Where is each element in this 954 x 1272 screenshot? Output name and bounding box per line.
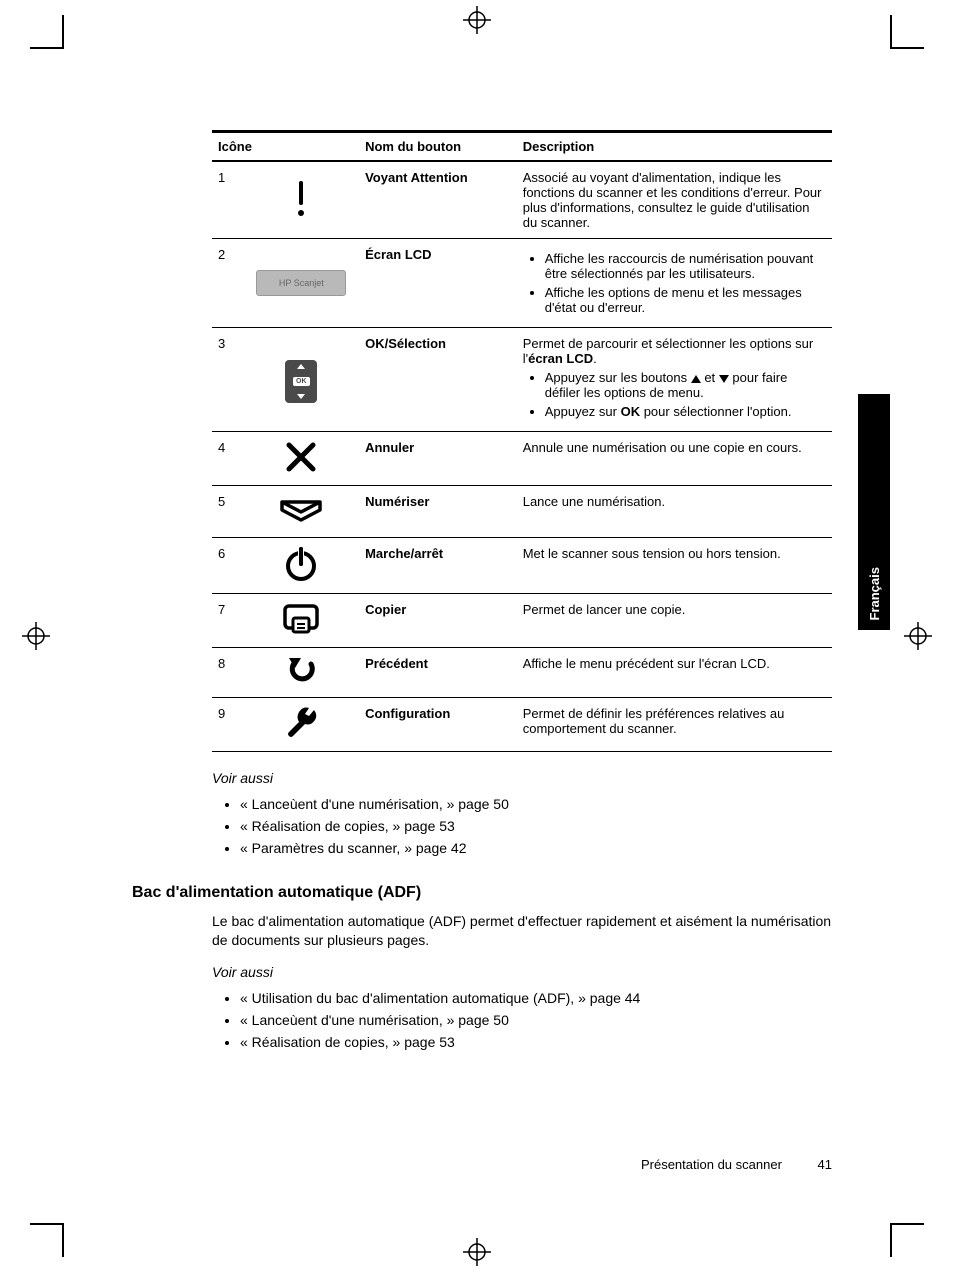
page-footer: Présentation du scanner 41 (132, 1157, 832, 1172)
table-row: 6 Marche/arrêt Met le scanner sous tensi… (212, 538, 832, 594)
crop-mark (62, 1223, 64, 1257)
button-desc: Lance une numérisation. (517, 486, 832, 538)
language-label: Français (867, 567, 882, 620)
see-also-item: « Lanceùent d'une numérisation, » page 5… (240, 1012, 832, 1028)
desc-bold: écran LCD (528, 351, 593, 366)
crop-mark (890, 1223, 924, 1225)
see-also-item: « Paramètres du scanner, » page 42 (240, 840, 832, 856)
see-also-heading: Voir aussi (212, 964, 832, 980)
row-number: 3 (212, 328, 244, 432)
registration-mark-icon (463, 6, 491, 34)
arrow-down-icon (297, 394, 305, 399)
button-name: Numériser (359, 486, 517, 538)
crop-mark (62, 15, 64, 49)
arrow-up-icon (297, 364, 305, 369)
button-name: Marche/arrêt (359, 538, 517, 594)
button-name: Précédent (359, 648, 517, 698)
page-content: Icône Nom du bouton Description 1 Voyant… (132, 130, 832, 1056)
see-also-item: « Réalisation de copies, » page 53 (240, 818, 832, 834)
scan-icon (244, 486, 360, 538)
row-number: 6 (212, 538, 244, 594)
crop-mark (890, 47, 924, 49)
desc-bullet: Appuyez sur les boutons et pour faire dé… (545, 370, 826, 400)
table-row: 7 Copier Permet de lancer une copie. (212, 594, 832, 648)
crop-mark (30, 47, 64, 49)
registration-mark-icon (463, 1238, 491, 1266)
bullet-bold: OK (621, 404, 641, 419)
button-name: Copier (359, 594, 517, 648)
table-row: 9 Configuration Permet de définir les pr… (212, 698, 832, 752)
buttons-table: Icône Nom du bouton Description 1 Voyant… (212, 130, 832, 752)
language-tab: Français (858, 394, 890, 630)
table-row: 4 Annuler Annule une numérisation ou une… (212, 432, 832, 486)
ok-button-icon: OK (244, 328, 360, 432)
row-number: 1 (212, 161, 244, 239)
registration-mark-icon (22, 622, 50, 650)
section-heading: Bac d'alimentation automatique (ADF) (132, 884, 832, 902)
desc-bullet: Appuyez sur OK pour sélectionner l'optio… (545, 404, 826, 419)
bullet-text: et (701, 370, 719, 385)
bullet-text: Appuyez sur les boutons (545, 370, 691, 385)
copy-icon (244, 594, 360, 648)
lcd-icon: HP Scanjet (244, 239, 360, 328)
arrow-up-icon (691, 375, 701, 383)
crop-mark (890, 1223, 892, 1257)
desc-bullet: Affiche les options de menu et les messa… (545, 285, 826, 315)
button-desc: Permet de parcourir et sélectionner les … (517, 328, 832, 432)
row-number: 7 (212, 594, 244, 648)
button-desc: Permet de lancer une copie. (517, 594, 832, 648)
back-icon (244, 648, 360, 698)
button-desc: Affiche le menu précédent sur l'écran LC… (517, 648, 832, 698)
header-name: Nom du bouton (359, 132, 517, 162)
ok-label: OK (293, 377, 310, 386)
button-name: Configuration (359, 698, 517, 752)
button-desc: Associé au voyant d'alimentation, indiqu… (517, 161, 832, 239)
header-desc: Description (517, 132, 832, 162)
section-body: Le bac d'alimentation automatique (ADF) … (212, 912, 832, 950)
desc-bullet: Affiche les raccourcis de numérisation p… (545, 251, 826, 281)
table-row: 5 Numériser Lance une numérisation. (212, 486, 832, 538)
crop-mark (890, 15, 892, 49)
footer-page-number: 41 (818, 1157, 832, 1172)
desc-text: . (593, 351, 597, 366)
power-icon (244, 538, 360, 594)
row-number: 5 (212, 486, 244, 538)
crop-mark (30, 1223, 64, 1225)
button-desc: Met le scanner sous tension ou hors tens… (517, 538, 832, 594)
button-desc: Annule une numérisation ou une copie en … (517, 432, 832, 486)
see-also-item: « Réalisation de copies, » page 53 (240, 1034, 832, 1050)
see-also-item: « Lanceùent d'une numérisation, » page 5… (240, 796, 832, 812)
see-also-block: Voir aussi « Utilisation du bac d'alimen… (212, 964, 832, 1050)
button-name: Voyant Attention (359, 161, 517, 239)
row-number: 2 (212, 239, 244, 328)
bullet-text: pour sélectionner l'option. (640, 404, 791, 419)
settings-icon (244, 698, 360, 752)
see-also-heading: Voir aussi (212, 770, 832, 786)
cancel-icon (244, 432, 360, 486)
row-number: 9 (212, 698, 244, 752)
row-number: 8 (212, 648, 244, 698)
arrow-down-icon (719, 375, 729, 383)
table-row: 8 Précédent Affiche le menu précédent su… (212, 648, 832, 698)
table-row: 1 Voyant Attention Associé au voyant d'a… (212, 161, 832, 239)
bullet-text: Appuyez sur (545, 404, 621, 419)
button-name: Annuler (359, 432, 517, 486)
attention-icon (244, 161, 360, 239)
table-row: 2 HP Scanjet Écran LCD Affiche les racco… (212, 239, 832, 328)
button-desc: Affiche les raccourcis de numérisation p… (517, 239, 832, 328)
see-also-block: Voir aussi « Lanceùent d'une numérisatio… (212, 770, 832, 856)
lcd-text: HP Scanjet (279, 278, 324, 288)
table-row: 3 OK OK/Sélection Permet de parcourir et… (212, 328, 832, 432)
table-header-row: Icône Nom du bouton Description (212, 132, 832, 162)
footer-section: Présentation du scanner (641, 1157, 782, 1172)
see-also-item: « Utilisation du bac d'alimentation auto… (240, 990, 832, 1006)
button-name: Écran LCD (359, 239, 517, 328)
button-desc: Permet de définir les préférences relati… (517, 698, 832, 752)
button-name: OK/Sélection (359, 328, 517, 432)
row-number: 4 (212, 432, 244, 486)
registration-mark-icon (904, 622, 932, 650)
header-icon: Icône (212, 132, 359, 162)
